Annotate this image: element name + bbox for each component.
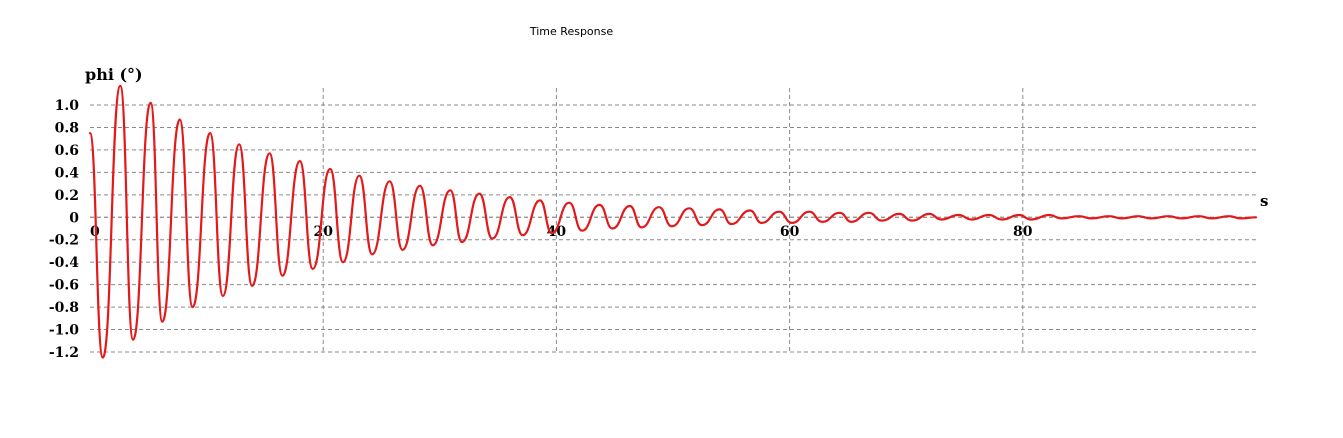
y-tick-label: -1.2 (49, 345, 79, 361)
y-tick-label: 0.4 (55, 165, 80, 181)
x-tick-label: 60 (780, 224, 800, 240)
series-line (88, 84, 1258, 359)
x-tick-label: 80 (1013, 224, 1033, 240)
y-tick-label: 0 (69, 210, 79, 226)
x-axis-unit-label: s (1260, 192, 1268, 210)
grid-lines (90, 88, 1256, 353)
y-tick-label: -0.8 (49, 300, 79, 316)
y-tick-label: -1.0 (49, 323, 79, 339)
y-tick-label: 0.6 (55, 143, 79, 159)
y-tick-label: 0.2 (55, 188, 79, 204)
x-tick-label: 40 (547, 224, 567, 240)
y-tick-labels: 1.0 0.8 0.6 0.4 0.2 0 -0.2 -0.4 -0.6 -0.8 -1.0 -1.2 (49, 98, 79, 361)
y-tick-label: 1.0 (55, 98, 80, 114)
y-tick-label: -0.2 (49, 233, 79, 249)
y-tick-label: -0.6 (49, 278, 79, 294)
y-tick-label: -0.4 (49, 255, 79, 271)
y-axis-label: phi (°) (85, 65, 143, 84)
y-tick-label: 0.8 (55, 120, 79, 136)
series-layer (88, 84, 1258, 359)
chart-title: Time Response (529, 25, 614, 38)
x-tick-label: 20 (313, 224, 333, 240)
